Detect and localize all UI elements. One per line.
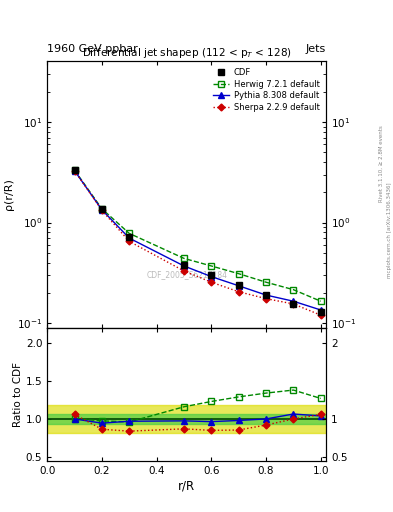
Y-axis label: ρ(r/R): ρ(r/R): [4, 179, 14, 210]
Text: Rivet 3.1.10, ≥ 2.8M events: Rivet 3.1.10, ≥ 2.8M events: [379, 125, 384, 202]
Text: Jets: Jets: [306, 44, 326, 54]
Text: mcplots.cern.ch [arXiv:1306.3436]: mcplots.cern.ch [arXiv:1306.3436]: [387, 183, 391, 278]
Title: Differential jet shapep (112 < p$_T$ < 128): Differential jet shapep (112 < p$_T$ < 1…: [82, 46, 292, 60]
X-axis label: r/R: r/R: [178, 480, 195, 493]
Bar: [47, 406, 326, 433]
Y-axis label: Ratio to CDF: Ratio to CDF: [13, 362, 23, 426]
Legend: CDF, Herwig 7.2.1 default, Pythia 8.308 default, Sherpa 2.2.9 default: CDF, Herwig 7.2.1 default, Pythia 8.308 …: [210, 66, 322, 114]
Bar: [47, 414, 326, 424]
Text: 1960 GeV ppbar: 1960 GeV ppbar: [47, 44, 138, 54]
Text: CDF_2005_S6217184: CDF_2005_S6217184: [146, 270, 227, 279]
